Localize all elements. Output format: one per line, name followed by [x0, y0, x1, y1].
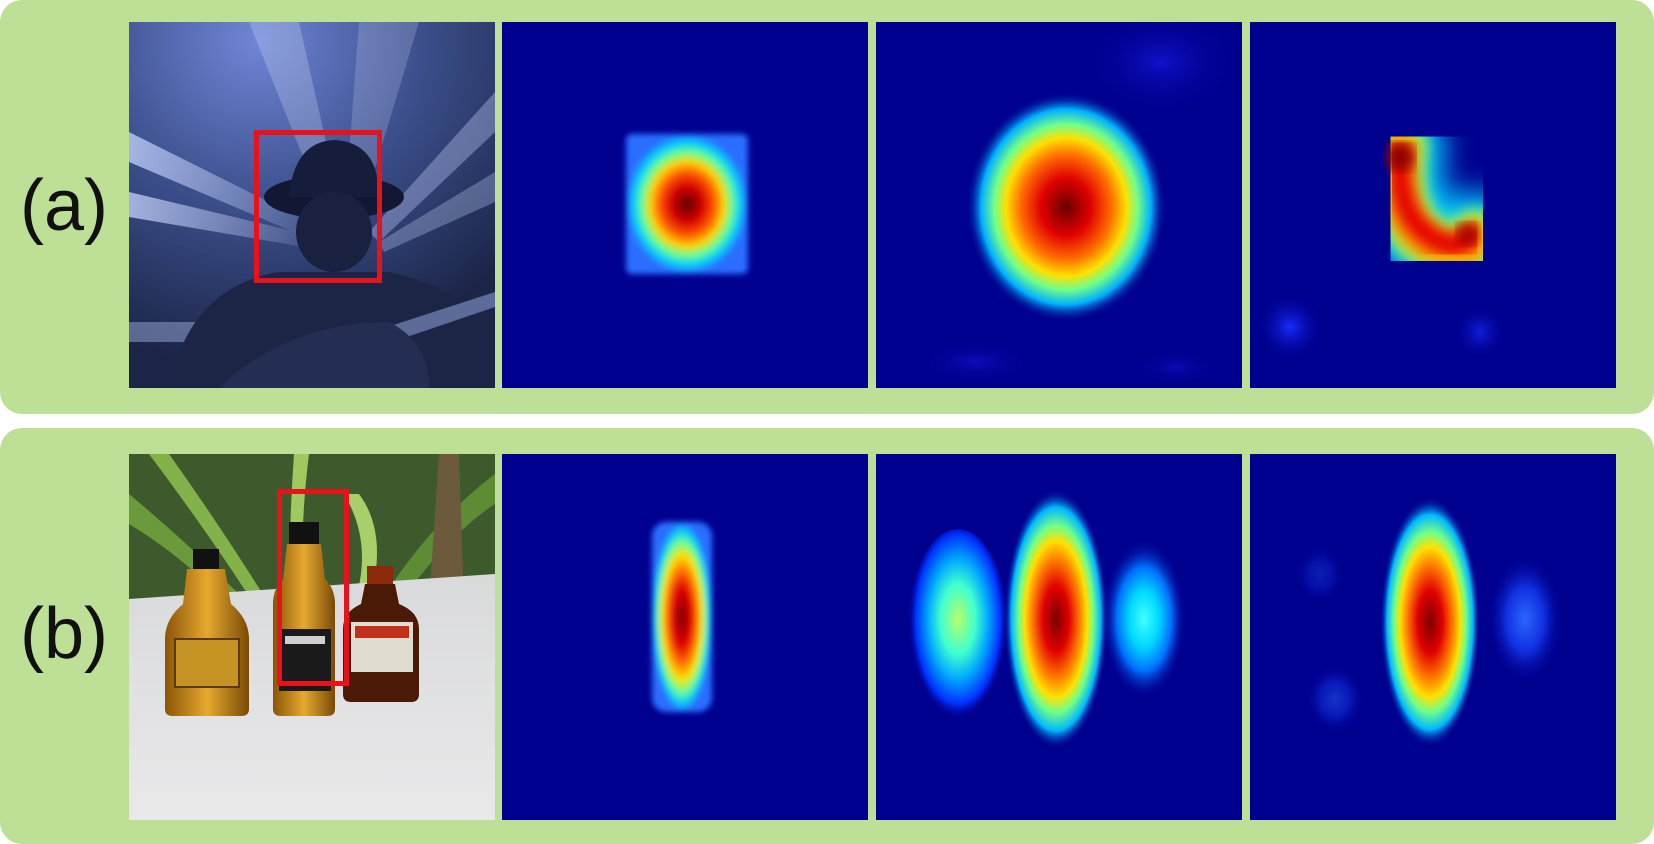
bounding-box-a	[254, 130, 382, 283]
heatmap-b-1	[502, 454, 868, 820]
row-label-a: (a)	[20, 166, 108, 246]
bottles-image	[129, 454, 495, 820]
row-label-b: (b)	[20, 594, 108, 674]
heatmap-a-3	[1250, 22, 1616, 388]
figure-row-a: (a)	[0, 0, 1654, 414]
guitarist-image	[129, 22, 495, 388]
photo-bottles	[129, 454, 495, 820]
heatmap-a-2	[876, 22, 1242, 388]
heatmap-b-3	[1250, 454, 1616, 820]
heatmap-a-1	[502, 22, 868, 388]
photo-guitarist	[129, 22, 495, 388]
figure-row-b: (b)	[0, 428, 1654, 844]
bounding-box-b	[277, 489, 349, 686]
heatmap-b-2	[876, 454, 1242, 820]
